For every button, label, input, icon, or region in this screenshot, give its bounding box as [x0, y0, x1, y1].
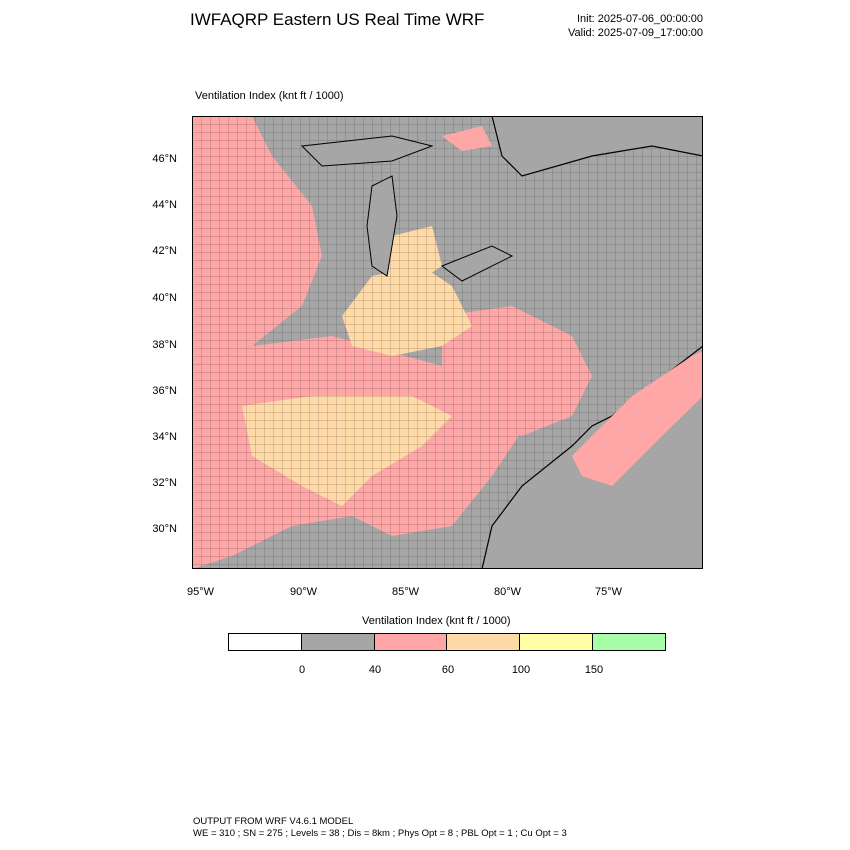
offshore-pink-plume [572, 351, 703, 486]
colorbar-cell [374, 634, 448, 650]
field-label: Ventilation Index (knt ft / 1000) [195, 90, 344, 102]
lat-label: 36°N [152, 385, 177, 397]
valid-time: Valid: 2025-07-09_17:00:00 [568, 27, 703, 39]
colorbar-label: 150 [584, 664, 604, 676]
footer-model-line: OUTPUT FROM WRF V4.6.1 MODEL [193, 816, 354, 827]
lon-label: 80°W [494, 586, 522, 598]
lat-label: 46°N [152, 153, 177, 165]
land-outline [192, 116, 703, 569]
lake-michigan [366, 175, 398, 277]
colorbar [228, 633, 666, 651]
lat-label: 32°N [152, 477, 177, 489]
lon-label: 85°W [392, 586, 420, 598]
lat-label: 34°N [152, 431, 177, 443]
colorbar-cell [520, 634, 594, 650]
colorbar-label: 40 [368, 664, 382, 676]
map-frame [192, 116, 703, 569]
footer-config-line: WE = 310 ; SN = 275 ; Levels = 38 ; Dis … [193, 828, 567, 839]
lon-label: 95°W [187, 586, 215, 598]
lon-label: 90°W [290, 586, 318, 598]
colorbar-label: 0 [298, 664, 306, 676]
plot-title: IWFAQRP Eastern US Real Time WRF [190, 10, 485, 29]
colorbar-label: 60 [441, 664, 455, 676]
colorbar-cell [229, 634, 302, 650]
lon-label: 75°W [595, 586, 623, 598]
lat-label: 30°N [152, 523, 177, 535]
lake-erie [440, 245, 514, 282]
colorbar-cell [447, 634, 521, 650]
colorbar-label: 100 [511, 664, 531, 676]
colorbar-title: Ventilation Index (knt ft / 1000) [362, 615, 511, 627]
init-time: Init: 2025-07-06_00:00:00 [577, 13, 703, 25]
lake-superior [300, 135, 434, 167]
offshore-pink-north [442, 126, 492, 151]
map-panel [192, 116, 703, 569]
colorbar-cell [593, 634, 665, 650]
lat-label: 44°N [152, 199, 177, 211]
lat-label: 40°N [152, 292, 177, 304]
colorbar-cell [301, 634, 375, 650]
lat-label: 38°N [152, 339, 177, 351]
lat-label: 42°N [152, 245, 177, 257]
